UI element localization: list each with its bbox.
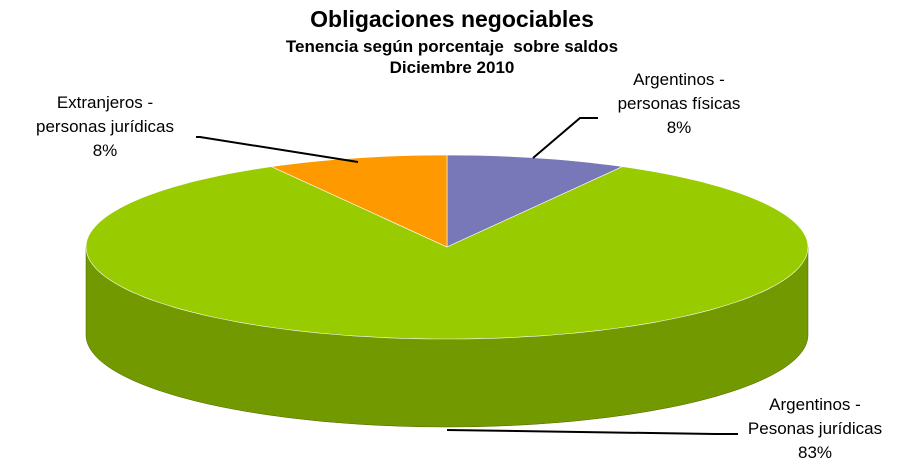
slice-label: Extranjeros - personas jurídicas 8% (25, 91, 185, 163)
category-label: Argentinos - Pesonas jurídicas (747, 395, 883, 438)
leader-line (532, 117, 598, 159)
slice (446, 154, 624, 248)
slice-label: Argentinos - Pesonas jurídicas 83% (735, 393, 895, 463)
chart-subtitle: Tenencia según porcentaje sobre saldos (285, 37, 619, 56)
slice-label: Argentinos - personas físicas 8% (599, 68, 759, 140)
value-label: 83% (797, 443, 833, 462)
chart-title: Obligaciones negociables (310, 6, 594, 32)
slice (270, 154, 448, 248)
category-label: Argentinos - personas físicas (617, 70, 741, 113)
category-label: Extranjeros - personas jurídicas (36, 93, 174, 136)
leader-line (196, 136, 359, 163)
leader-line (446, 429, 738, 435)
chart-subtitle: Diciembre 2010 (389, 58, 515, 77)
value-label: 8% (92, 141, 118, 160)
value-label: 8% (666, 118, 692, 137)
slice (85, 166, 809, 340)
